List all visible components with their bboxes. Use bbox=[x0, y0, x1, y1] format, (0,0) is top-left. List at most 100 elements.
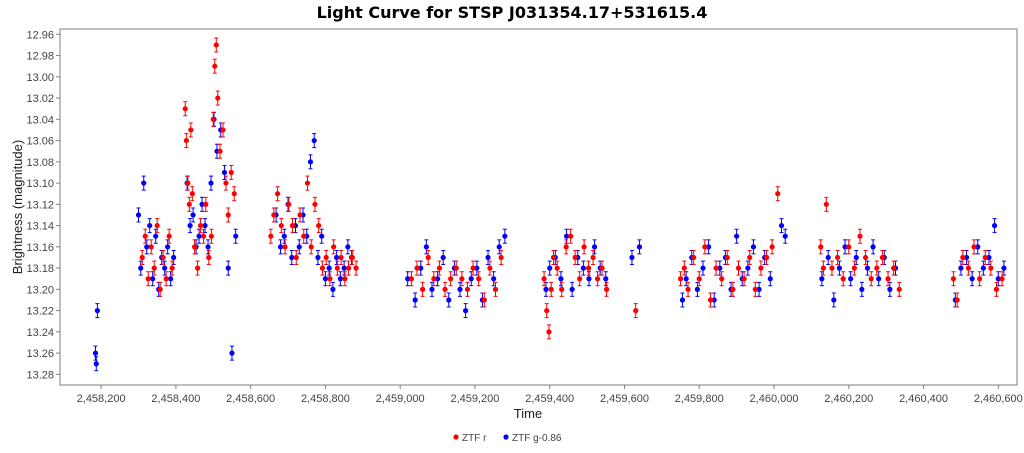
data-point bbox=[330, 286, 336, 292]
data-point bbox=[188, 127, 194, 133]
data-point bbox=[429, 286, 435, 292]
data-point bbox=[836, 265, 843, 271]
data-point bbox=[758, 265, 764, 271]
y-tick-label: 13.18 bbox=[26, 263, 54, 275]
data-point bbox=[436, 265, 443, 271]
data-point bbox=[142, 233, 148, 239]
data-point bbox=[171, 254, 177, 261]
data-point bbox=[546, 329, 552, 335]
data-point bbox=[327, 276, 333, 282]
x-tick-label: 2,460,200 bbox=[824, 393, 873, 405]
y-tick-label: 13.02 bbox=[26, 93, 54, 105]
data-point bbox=[405, 276, 411, 282]
data-point bbox=[550, 254, 557, 261]
data-point bbox=[145, 276, 151, 282]
data-point bbox=[205, 244, 211, 250]
data-point bbox=[842, 244, 848, 250]
data-point bbox=[713, 265, 719, 271]
data-point bbox=[879, 254, 886, 261]
y-tick-label: 13.06 bbox=[26, 136, 54, 148]
data-point bbox=[412, 297, 418, 303]
data-point bbox=[349, 254, 355, 261]
data-point bbox=[491, 276, 497, 282]
data-point bbox=[548, 286, 554, 292]
data-point bbox=[331, 244, 337, 250]
data-point bbox=[463, 308, 469, 314]
data-point bbox=[92, 350, 99, 356]
data-point bbox=[301, 233, 307, 239]
data-point bbox=[485, 254, 491, 261]
data-point bbox=[735, 265, 742, 271]
data-point bbox=[311, 137, 317, 144]
data-point bbox=[831, 297, 837, 303]
data-point bbox=[846, 244, 852, 250]
data-point bbox=[859, 286, 865, 292]
data-point bbox=[277, 244, 284, 250]
data-point bbox=[829, 265, 835, 271]
x-tick-label: 2,459,000 bbox=[376, 393, 425, 405]
data-point bbox=[876, 276, 882, 282]
x-tick-label: 2,458,800 bbox=[301, 393, 350, 405]
x-tick-label: 2,459,400 bbox=[525, 393, 574, 405]
data-point bbox=[988, 265, 994, 271]
data-point bbox=[160, 254, 166, 261]
series-layer bbox=[92, 37, 1007, 372]
data-point bbox=[862, 254, 869, 261]
data-point bbox=[141, 180, 147, 186]
data-point bbox=[991, 222, 998, 229]
data-point bbox=[408, 276, 414, 282]
data-point bbox=[559, 286, 565, 292]
data-point bbox=[446, 297, 452, 303]
data-point bbox=[135, 212, 142, 218]
data-point bbox=[820, 265, 826, 271]
data-point bbox=[453, 265, 459, 271]
data-point bbox=[492, 286, 499, 292]
data-point bbox=[572, 254, 578, 261]
data-point bbox=[982, 254, 988, 261]
data-point bbox=[221, 169, 228, 176]
y-axis: 12.96 12.98 13.00 13.02 13.04 13.06 13.08 13.10… bbox=[26, 29, 60, 381]
data-point bbox=[322, 276, 329, 282]
x-tick-label: 2,458,400 bbox=[151, 393, 200, 405]
data-point bbox=[468, 276, 474, 282]
data-point bbox=[993, 286, 1000, 292]
data-point bbox=[308, 244, 314, 250]
data-point bbox=[636, 244, 643, 250]
data-point bbox=[210, 116, 216, 122]
data-point bbox=[423, 244, 429, 250]
data-point bbox=[191, 244, 198, 250]
data-point bbox=[312, 201, 318, 207]
data-point bbox=[190, 212, 196, 218]
data-point bbox=[168, 276, 174, 282]
data-point bbox=[481, 297, 487, 303]
data-point bbox=[711, 297, 717, 303]
data-point bbox=[185, 180, 191, 186]
data-point bbox=[887, 286, 893, 292]
x-tick-label: 2,459,200 bbox=[450, 393, 499, 405]
data-point bbox=[782, 233, 788, 239]
data-point bbox=[153, 233, 159, 239]
data-point bbox=[323, 254, 329, 261]
data-point bbox=[730, 286, 736, 292]
data-point bbox=[286, 201, 292, 207]
data-point bbox=[341, 265, 347, 271]
data-point bbox=[677, 276, 684, 282]
data-point bbox=[94, 308, 100, 314]
y-tick-label: 13.16 bbox=[26, 242, 54, 254]
data-point bbox=[487, 265, 493, 271]
data-point bbox=[834, 254, 841, 261]
data-point bbox=[995, 276, 1001, 282]
data-point bbox=[977, 276, 983, 282]
data-point bbox=[629, 254, 635, 261]
data-point bbox=[200, 233, 207, 239]
data-point bbox=[694, 286, 700, 292]
y-tick-label: 13.10 bbox=[26, 178, 54, 190]
data-point bbox=[304, 180, 311, 186]
data-point bbox=[857, 233, 863, 239]
data-point bbox=[585, 265, 592, 271]
legend-label: ZTF g-0.86 bbox=[512, 433, 562, 444]
data-point bbox=[345, 244, 351, 250]
data-point bbox=[187, 222, 193, 229]
data-point bbox=[271, 212, 277, 218]
data-point bbox=[208, 233, 215, 239]
